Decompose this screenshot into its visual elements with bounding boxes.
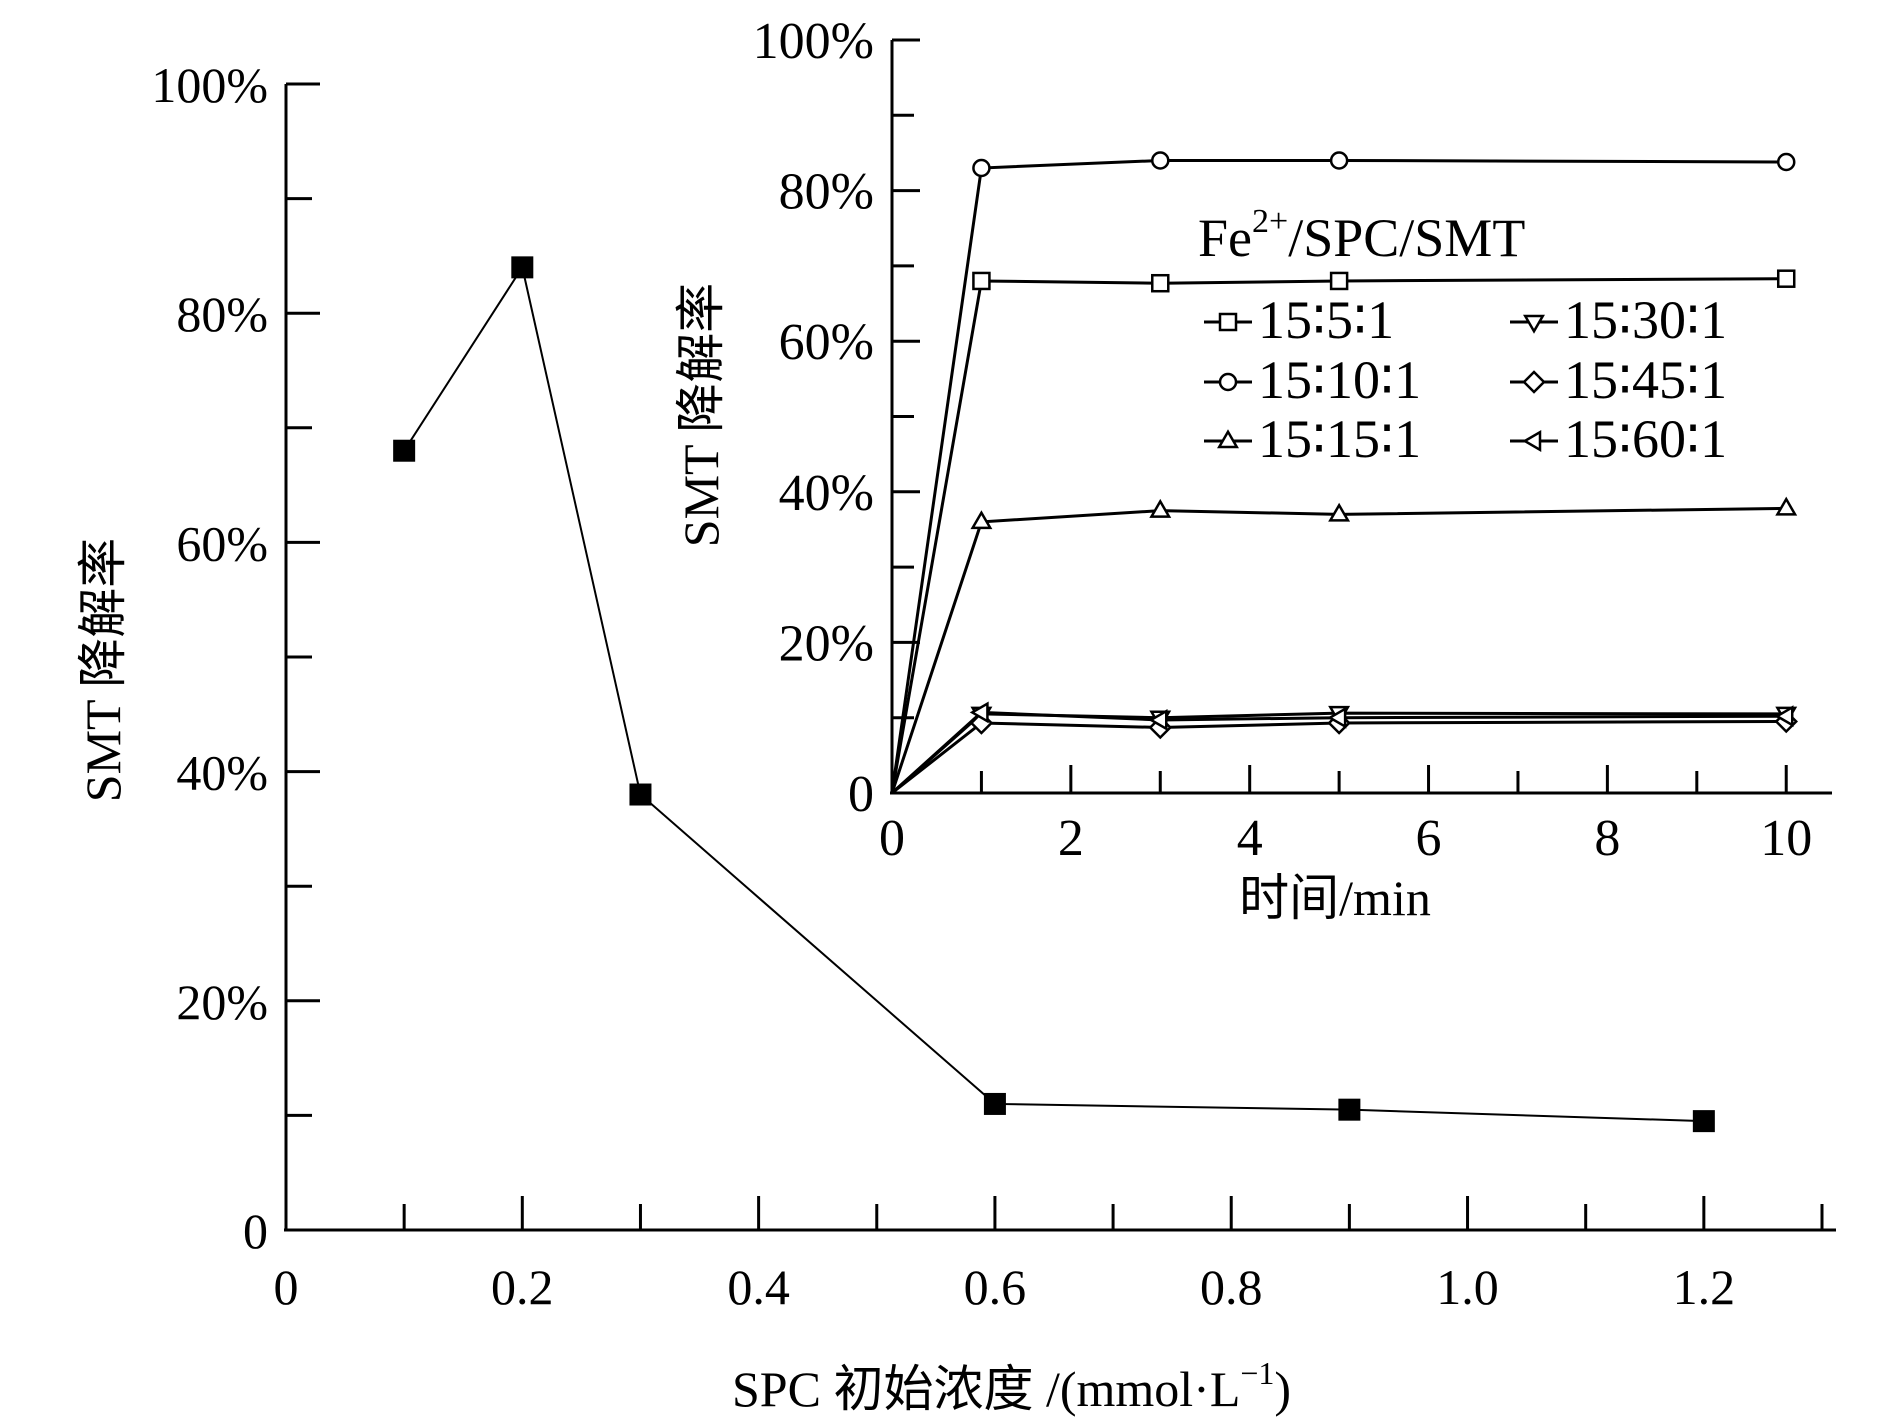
main-x-tick-label: 1.2: [1673, 1259, 1736, 1315]
legend-title-tail: /SPC/SMT: [1288, 208, 1525, 268]
main-x-tick-label: 0.8: [1200, 1259, 1263, 1315]
main-y-tick-label: 0: [243, 1203, 268, 1259]
inset-y-tick-label: 0: [848, 766, 874, 823]
legend-marker: [1218, 312, 1238, 332]
legend-title-base: Fe: [1198, 208, 1252, 268]
main-y-tick-labels: 0 20% 40% 60% 80% 100%: [151, 57, 268, 1259]
inset-x-tick-label: 2: [1058, 810, 1084, 867]
legend-title-sup: 2+: [1252, 203, 1288, 240]
inset-x-tick-label: 8: [1594, 810, 1620, 867]
legend-title: Fe2+/SPC/SMT: [1198, 203, 1525, 268]
legend-label: 15∶60∶1: [1564, 409, 1727, 469]
main-x-tick-label: 0.6: [964, 1259, 1027, 1315]
inset-y-tick-labels: 0 20% 40% 60% 80% 100%: [753, 13, 874, 823]
inset-x-tick-label: 10: [1760, 810, 1812, 867]
legend-marker: [1523, 314, 1545, 334]
inset-ticks-group: [890, 38, 1788, 795]
legend-entry: 15∶45∶1: [1510, 350, 1727, 410]
inset-data-point: [1775, 496, 1798, 516]
legend-label: 15∶45∶1: [1564, 350, 1727, 410]
main-y-tick-label: 80%: [176, 286, 268, 342]
main-data-point: [393, 439, 416, 462]
main-series-group: [403, 264, 1704, 1123]
main-ticks-group: [284, 82, 1824, 1232]
inset-y-tick-label: 80%: [779, 164, 874, 221]
main-y-tick-label: 60%: [176, 515, 268, 571]
main-y-tick-label: 40%: [176, 745, 268, 801]
main-markers-group: [393, 256, 1715, 1133]
inset-legend: Fe2+/SPC/SMT 15∶5∶115∶10∶115∶15∶1 15∶30∶1…: [1198, 203, 1727, 469]
inset-markers-group: [969, 151, 1798, 740]
main-y-tick-label: 100%: [151, 57, 268, 113]
legend-entry: 15∶5∶1: [1204, 290, 1394, 350]
inset-series-line: [890, 506, 1787, 794]
inset-chart: 0 2 4 6 8 10 0 20% 40% 60% 80% 100% 时间/min SMT 降解率…: [673, 13, 1832, 926]
legend-marker: [1522, 430, 1542, 452]
inset-y-tick-label: 40%: [779, 465, 874, 522]
inset-data-point: [972, 158, 991, 178]
inset-data-point: [1327, 706, 1347, 729]
legend-label: 15∶30∶1: [1564, 290, 1727, 350]
inset-data-point: [1328, 502, 1351, 522]
main-y-axis-title: SMT 降解率: [75, 538, 131, 802]
legend-label: 15∶15∶1: [1258, 409, 1421, 469]
inset-data-point: [1329, 271, 1349, 291]
legend-entry: 15∶15∶1: [1204, 409, 1421, 469]
inset-data-point: [1148, 708, 1168, 731]
main-series-line: [403, 264, 1704, 1123]
main-x-axis-title: SPC 初始浓度 /(mmol·L−1): [732, 1355, 1291, 1417]
inset-y-axis-title: SMT 降解率: [673, 283, 729, 547]
main-data-point: [983, 1092, 1006, 1115]
legend-marker: [1217, 429, 1239, 449]
inset-x-axis-title: 时间/min: [1239, 870, 1431, 926]
main-data-point: [511, 256, 534, 279]
main-data-point: [629, 783, 652, 806]
inset-x-tick-labels: 0 2 4 6 8 10: [879, 810, 1812, 867]
main-x-tick-label: 0: [274, 1259, 299, 1315]
main-data-point: [1692, 1110, 1715, 1133]
inset-data-point: [1776, 269, 1796, 288]
legend-entries: 15∶5∶115∶10∶115∶15∶1 15∶30∶115∶45∶115∶60∶…: [1204, 290, 1727, 469]
legend-label: 15∶10∶1: [1258, 350, 1421, 410]
inset-data-point: [970, 510, 993, 530]
inset-x-tick-label: 6: [1416, 810, 1442, 867]
inset-y-tick-label: 60%: [779, 314, 874, 371]
inset-data-point: [1151, 151, 1170, 170]
inset-data-point: [1774, 705, 1794, 728]
legend-entry: 15∶30∶1: [1510, 290, 1727, 350]
main-x-tick-label: 1.0: [1436, 1259, 1499, 1315]
main-x-axis-title-sup: −1: [1240, 1355, 1274, 1391]
inset-y-tick-label: 20%: [779, 615, 874, 672]
inset-x-tick-label: 4: [1237, 810, 1263, 867]
inset-data-point: [1149, 498, 1172, 518]
inset-x-tick-label: 0: [879, 810, 905, 867]
inset-data-point: [1151, 273, 1170, 293]
main-chart: 0 0.2 0.4 0.6 0.8 1.0 1.2 0 20% 40% 60% 80% 100% SP…: [75, 57, 1836, 1417]
inset-data-point: [969, 701, 989, 724]
main-data-point: [1338, 1098, 1361, 1121]
inset-data-point: [1776, 152, 1796, 172]
legend-label: 15∶5∶1: [1258, 290, 1394, 350]
inset-y-tick-label: 100%: [753, 13, 874, 70]
main-x-axis-title-tail: ): [1274, 1361, 1291, 1417]
inset-data-point: [1329, 151, 1349, 170]
legend-entry: 15∶10∶1: [1204, 350, 1421, 410]
main-x-tick-label: 0.2: [491, 1259, 554, 1315]
legend-entry: 15∶60∶1: [1510, 409, 1727, 469]
main-x-tick-labels: 0 0.2 0.4 0.6 0.8 1.0 1.2: [274, 1259, 1736, 1315]
main-y-tick-label: 20%: [176, 974, 268, 1030]
legend-marker: [1522, 370, 1546, 394]
main-x-axis-title-text: SPC 初始浓度 /(mmol·L: [732, 1361, 1240, 1417]
inset-data-point: [972, 271, 991, 291]
legend-marker: [1218, 372, 1238, 392]
main-x-tick-label: 0.4: [727, 1259, 790, 1315]
